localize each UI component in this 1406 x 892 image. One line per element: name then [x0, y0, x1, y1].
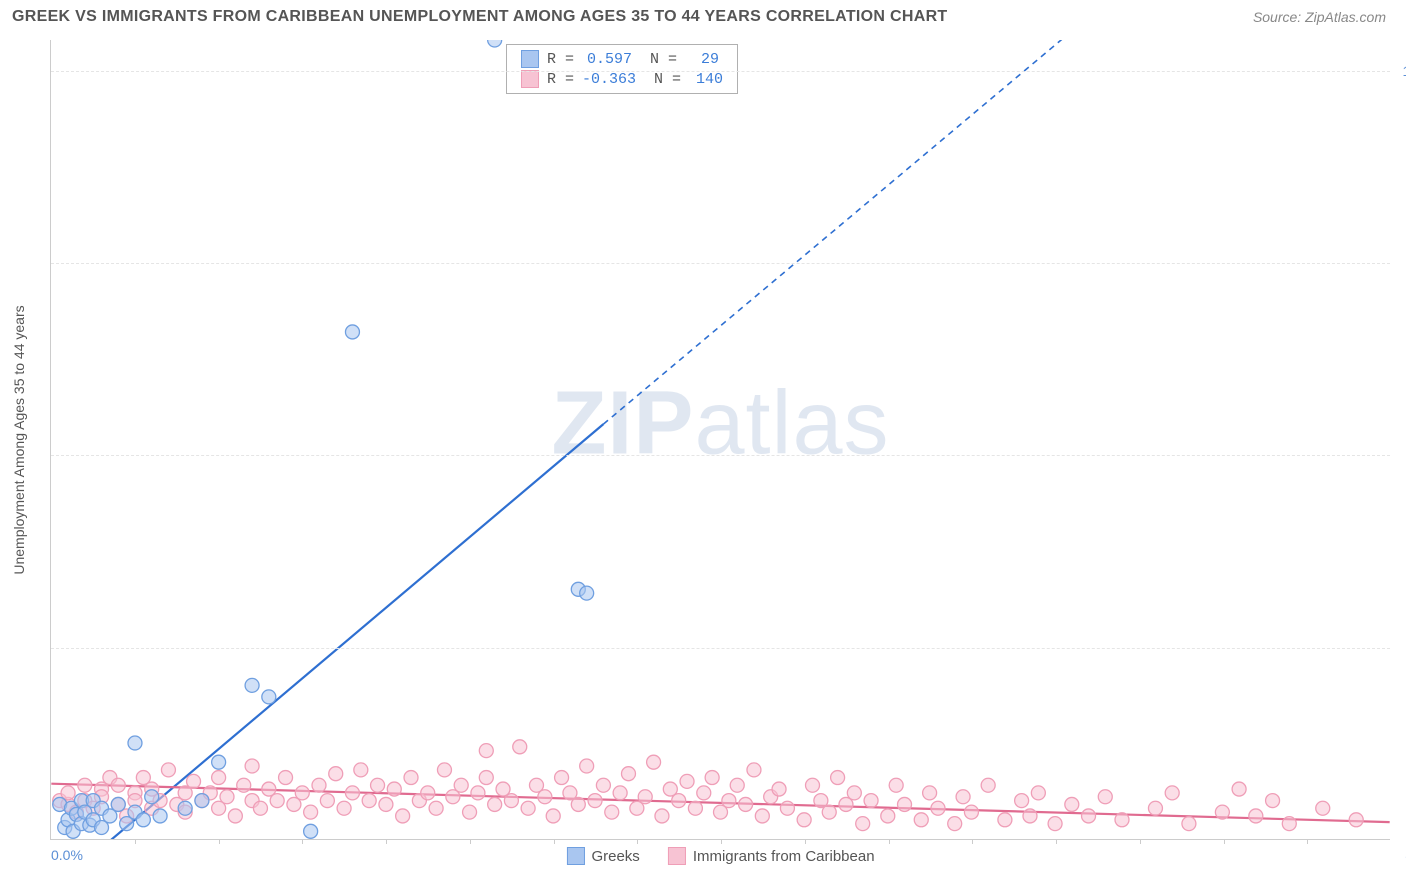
- x-tick-mark: [386, 839, 387, 844]
- correlation-stats-box: R = 0.597 N = 29 R = -0.363 N = 140: [506, 44, 738, 94]
- swatch-caribbean: [521, 70, 539, 88]
- x-tick-mark: [1307, 839, 1308, 844]
- legend-item-greeks: Greeks: [566, 847, 639, 865]
- stats-row-greeks: R = 0.597 N = 29: [521, 49, 723, 69]
- gridline: [51, 455, 1390, 456]
- x-tick-mark: [805, 839, 806, 844]
- legend-item-caribbean: Immigrants from Caribbean: [668, 847, 875, 865]
- x-tick-mark: [889, 839, 890, 844]
- legend-label: Greeks: [591, 848, 639, 865]
- y-axis-label: Unemployment Among Ages 35 to 44 years: [11, 305, 27, 574]
- x-tick-mark: [721, 839, 722, 844]
- x-tick-mark: [554, 839, 555, 844]
- legend: Greeks Immigrants from Caribbean: [566, 847, 874, 865]
- x-tick-mark: [1056, 839, 1057, 844]
- chart-title: GREEK VS IMMIGRANTS FROM CARIBBEAN UNEMP…: [12, 8, 948, 26]
- y-tick-label: 75.0%: [1395, 255, 1406, 271]
- x-tick-mark: [637, 839, 638, 844]
- stats-row-caribbean: R = -0.363 N = 140: [521, 69, 723, 89]
- x-tick-mark: [135, 839, 136, 844]
- gridline: [51, 263, 1390, 264]
- y-tick-label: 50.0%: [1395, 447, 1406, 463]
- x-tick-mark: [302, 839, 303, 844]
- x-tick-mark: [470, 839, 471, 844]
- legend-label: Immigrants from Caribbean: [693, 848, 875, 865]
- x-tick-label: 0.0%: [51, 847, 83, 863]
- legend-swatch-greeks: [566, 847, 584, 865]
- y-tick-label: 100.0%: [1395, 63, 1406, 79]
- source-attribution: Source: ZipAtlas.com: [1253, 9, 1386, 25]
- scatter-chart: Unemployment Among Ages 35 to 44 years Z…: [50, 40, 1390, 840]
- swatch-greeks: [521, 50, 539, 68]
- gridline: [51, 71, 1390, 72]
- gridline: [51, 648, 1390, 649]
- legend-swatch-caribbean: [668, 847, 686, 865]
- x-tick-mark: [219, 839, 220, 844]
- plot-svg: [51, 40, 1390, 839]
- y-tick-label: 25.0%: [1395, 640, 1406, 656]
- x-tick-mark: [1224, 839, 1225, 844]
- x-tick-mark: [1140, 839, 1141, 844]
- x-tick-mark: [972, 839, 973, 844]
